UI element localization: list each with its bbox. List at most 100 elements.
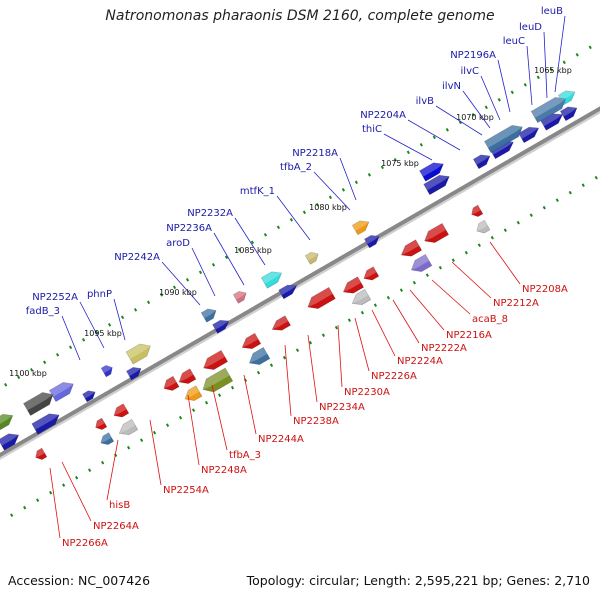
- tick-mark-lower: [334, 325, 339, 330]
- gene-arrow-highlight: [242, 333, 259, 348]
- reverse-gene-label: NP2226A: [371, 371, 417, 382]
- gene-arrow-highlight: [100, 432, 112, 444]
- gene-arrow-highlight: [101, 365, 113, 374]
- tick-mark-upper: [341, 187, 346, 192]
- gene-arrow-body: [424, 222, 450, 243]
- tick-mark-upper: [4, 382, 8, 387]
- tick-mark-upper: [380, 165, 384, 170]
- gene-arrow-highlight: [0, 433, 19, 446]
- gene-forward-arrow: [0, 433, 20, 451]
- gene-arrow-body: [31, 413, 60, 435]
- tick-mark-lower: [139, 438, 144, 443]
- gene-arrow-highlight: [31, 413, 60, 430]
- forward-gene-label: NP2232A: [187, 208, 233, 219]
- reverse-leader-line: [354, 317, 370, 372]
- forward-gene-label: NP2236A: [166, 223, 212, 234]
- gene-arrow-body: [35, 447, 48, 460]
- tick-mark-lower: [568, 190, 572, 195]
- gene-arrow-highlight: [179, 368, 194, 383]
- gene-arrow-highlight: [489, 141, 514, 155]
- tick-mark-upper: [315, 202, 320, 207]
- reverse-gene-label: NP2234A: [319, 402, 365, 413]
- tick-mark-upper: [224, 255, 229, 260]
- tick-mark-upper: [107, 322, 112, 327]
- gene-arrow-body: [530, 97, 567, 124]
- scale-label: 1100 kbp: [9, 369, 47, 378]
- scale-label: 1080 kbp: [309, 203, 347, 212]
- tick-mark-upper: [68, 345, 73, 350]
- tick-mark-upper: [575, 52, 579, 57]
- gene-arrow-body: [0, 413, 14, 431]
- reverse-leader-line: [409, 289, 445, 331]
- tick-mark-upper: [55, 352, 60, 357]
- gene-forward-arrow: [82, 390, 96, 403]
- tick-mark-upper: [497, 97, 501, 102]
- reverse-leader-line: [392, 299, 420, 344]
- gene-forward-track-block: [351, 220, 370, 236]
- reverse-gene-label: NP2208A: [522, 284, 568, 295]
- tick-mark-lower: [503, 228, 507, 233]
- gene-forward-track-block: [0, 413, 14, 431]
- gene-arrow-body: [419, 162, 444, 182]
- gene-arrow-highlight: [82, 390, 96, 399]
- reverse-leader-line: [431, 279, 471, 315]
- gene-arrow-body: [304, 252, 319, 265]
- reverse-gene-label: NP2230A: [344, 387, 390, 398]
- forward-leader-line: [276, 195, 311, 241]
- forward-gene-label: thiC: [362, 124, 382, 135]
- gene-arrow-highlight: [212, 320, 229, 330]
- gene-reverse-track-block: [100, 432, 115, 445]
- tick-mark-lower: [282, 355, 287, 360]
- gene-arrow-highlight: [201, 308, 217, 319]
- gene-arrow-highlight: [473, 154, 490, 165]
- gene-arrow-body: [212, 319, 230, 334]
- gene-arrow-highlight: [343, 276, 362, 293]
- gene-reverse-arrow: [363, 266, 380, 281]
- gene-arrow-highlight: [0, 414, 13, 426]
- forward-gene-label: ilvB: [416, 96, 434, 107]
- gene-arrow-body: [423, 174, 450, 196]
- gene-reverse-arrow: [424, 222, 450, 243]
- gene-reverse-arrow: [471, 204, 484, 217]
- topology-text: Topology: circular: [246, 573, 356, 588]
- tick-mark-upper: [146, 300, 151, 305]
- gene-arrow-highlight: [411, 254, 430, 271]
- tick-mark-lower: [49, 490, 53, 495]
- forward-leader-line: [407, 119, 461, 151]
- gene-reverse-track-block: [118, 418, 139, 436]
- reverse-gene-label: NP2216A: [446, 330, 492, 341]
- reverse-leader-line: [106, 439, 119, 501]
- gene-forward-arrow: [212, 319, 230, 334]
- tick-mark-upper: [471, 112, 475, 117]
- gene-feature-layer: [0, 90, 578, 460]
- forward-leader-line: [543, 31, 548, 99]
- gene-arrow-body: [48, 382, 74, 403]
- reverse-gene-label: NP2266A: [62, 538, 108, 549]
- tick-mark-lower: [217, 393, 222, 398]
- tick-mark-lower: [126, 445, 131, 450]
- gene-arrow-body: [278, 284, 298, 300]
- tick-mark-upper: [172, 285, 177, 290]
- tick-mark-upper: [588, 45, 592, 50]
- gene-arrow-highlight: [113, 403, 127, 416]
- gene-arrow-highlight: [249, 347, 268, 364]
- forward-leader-line: [435, 105, 483, 136]
- gene-reverse-track-block: [184, 385, 203, 401]
- gene-arrow-body: [125, 343, 151, 365]
- gene-forward-arrow: [31, 413, 60, 435]
- gene-forward-arrow: [423, 174, 450, 196]
- forward-leader-line: [313, 171, 351, 211]
- forward-leader-line: [79, 301, 105, 349]
- gene-arrow-body: [178, 368, 197, 384]
- gene-arrow-body: [559, 106, 578, 122]
- gene-arrow-highlight: [518, 127, 539, 139]
- gene-reverse-arrow: [95, 417, 108, 430]
- tick-mark-upper: [237, 247, 242, 252]
- tick-mark-lower: [529, 213, 533, 218]
- tick-mark-lower: [373, 303, 378, 308]
- gene-reverse-arrow: [163, 375, 180, 391]
- reverse-gene-label: NP2212A: [493, 298, 539, 309]
- gene-reverse-track-block: [410, 253, 433, 272]
- forward-gene-label: phnP: [87, 289, 112, 300]
